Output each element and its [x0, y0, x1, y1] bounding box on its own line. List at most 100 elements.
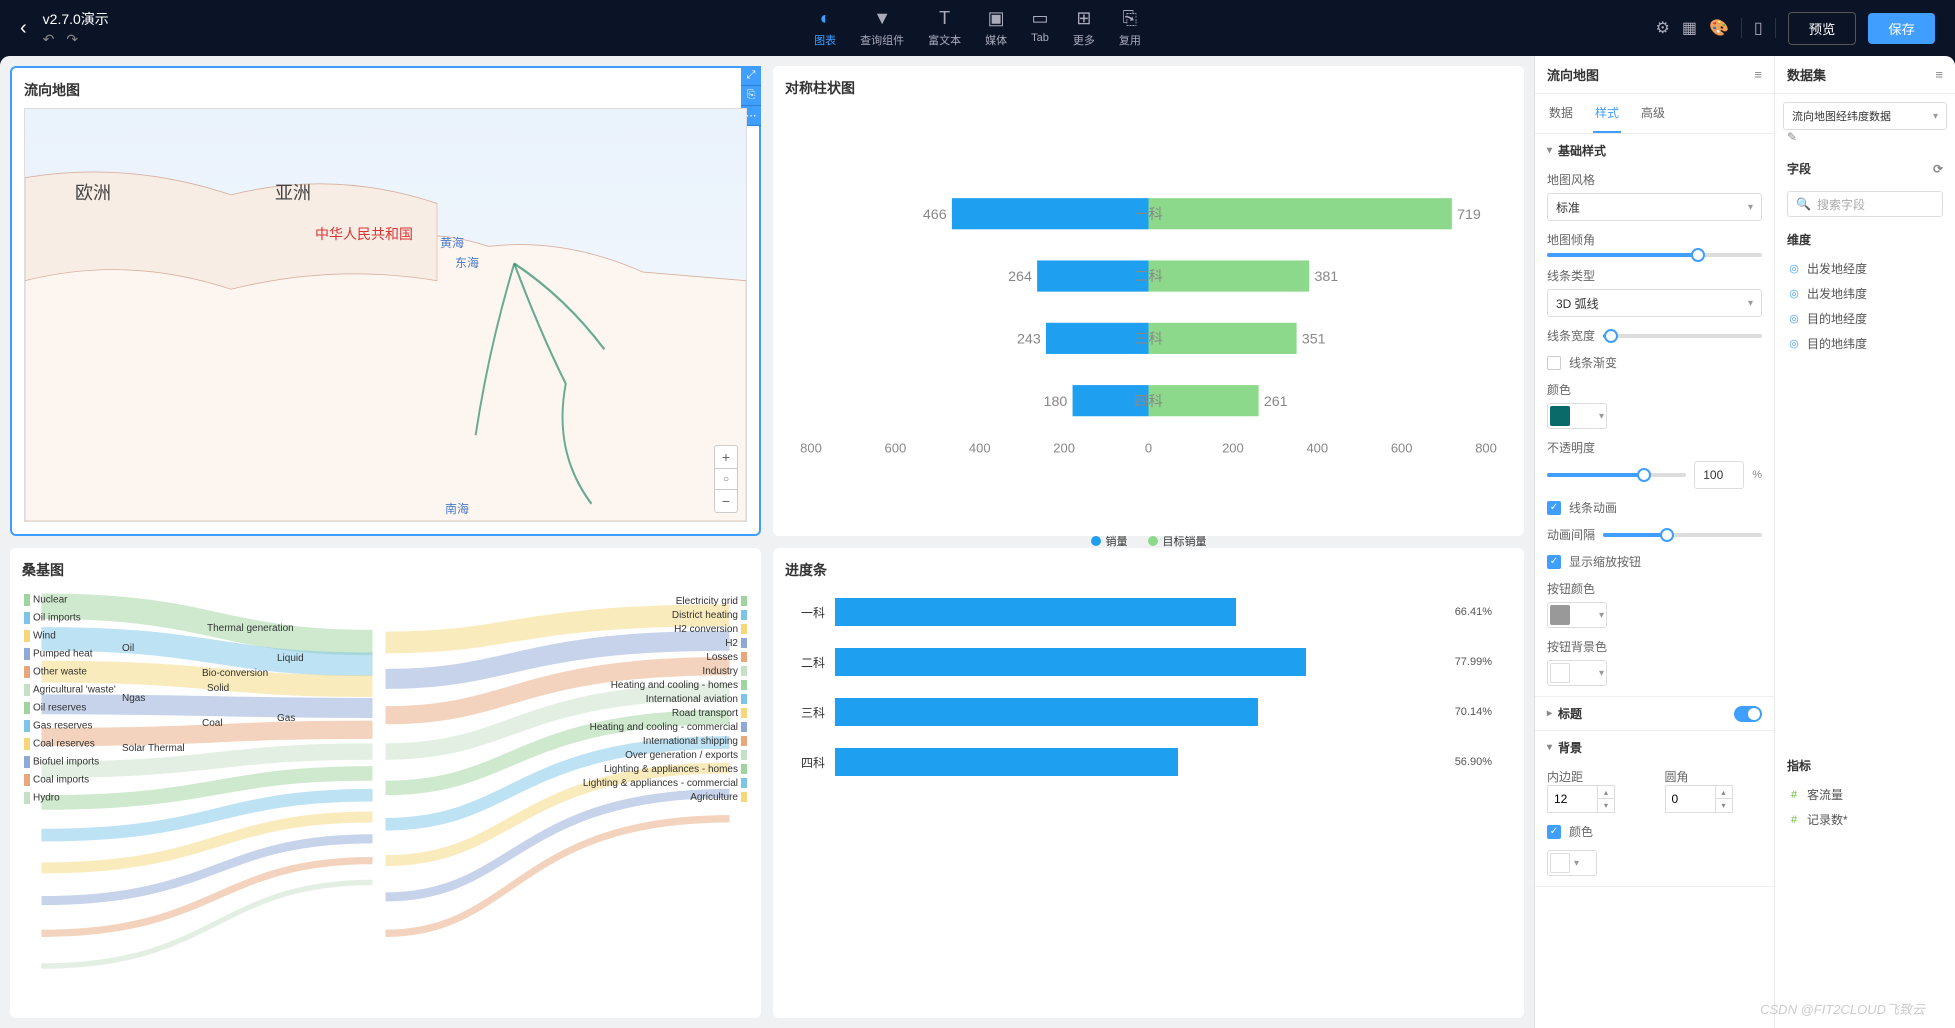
- tool-label: Tab: [1031, 32, 1049, 44]
- zoom-in-button[interactable]: +: [715, 446, 737, 468]
- label-padding: 内边距: [1547, 770, 1583, 784]
- panel-flow-map[interactable]: ⤢ ⎘ ⋯ 流向地图 欧洲 亚洲: [10, 66, 761, 536]
- sankey-node: Gas reserves: [24, 720, 92, 732]
- undo-icon[interactable]: ↶: [43, 31, 55, 48]
- map-label-asia: 亚洲: [275, 179, 311, 205]
- tab-advanced[interactable]: 高级: [1639, 94, 1667, 133]
- checkbox-bg-color[interactable]: ✓: [1547, 825, 1561, 839]
- chart-legend: 销量 目标销量: [785, 533, 1512, 549]
- tool-label: 更多: [1073, 32, 1095, 48]
- tool-图表[interactable]: ◐图表: [802, 4, 848, 52]
- select-map-style[interactable]: 标准▾: [1547, 193, 1762, 221]
- progress-value: 56.90%: [1455, 756, 1492, 768]
- svg-text:243: 243: [1017, 332, 1041, 348]
- progress-label: 四科: [785, 754, 825, 771]
- metric-field[interactable]: #记录数*: [1787, 811, 1943, 828]
- dimension-field[interactable]: ◎出发地经度: [1787, 260, 1943, 277]
- input-opacity[interactable]: 100: [1694, 461, 1744, 489]
- zoom-reset-button[interactable]: ○: [715, 468, 737, 490]
- color-picker-btn[interactable]: ▾: [1547, 602, 1607, 628]
- slider-map-pitch[interactable]: [1547, 253, 1762, 257]
- number-icon: #: [1787, 813, 1801, 827]
- menu-icon[interactable]: ≡: [1754, 67, 1762, 82]
- geo-icon: ◎: [1787, 337, 1801, 351]
- refresh-icon[interactable]: ⟳: [1933, 162, 1943, 176]
- label-line-type: 线条类型: [1547, 267, 1762, 284]
- select-dataset[interactable]: 流向地图经纬度数据▾: [1783, 102, 1947, 130]
- svg-text:一科: 一科: [1134, 206, 1163, 223]
- dataset-title: 数据集: [1787, 65, 1826, 84]
- expand-icon[interactable]: ⤢: [741, 66, 761, 86]
- tool-label: 富文本: [928, 32, 961, 48]
- section-basic-style[interactable]: ▾基础样式: [1535, 134, 1774, 167]
- map-canvas[interactable]: 欧洲 亚洲 中华人民共和国 黄海 东海 南海 + ○ −: [24, 108, 747, 522]
- save-button[interactable]: 保存: [1868, 13, 1935, 44]
- properties-panel: 流向地图 ≡ 数据 样式 高级 ▾基础样式 地图风格 标准▾: [1535, 56, 1775, 1028]
- svg-text:381: 381: [1314, 269, 1338, 285]
- color-picker-line[interactable]: ▾: [1547, 403, 1607, 429]
- search-icon: 🔍: [1796, 197, 1811, 211]
- svg-text:466: 466: [923, 207, 947, 223]
- divider: [1775, 18, 1776, 38]
- panel-progress[interactable]: 进度条 一科66.41%二科77.99%三科70.14%四科56.90%: [773, 548, 1524, 1018]
- tool-媒体[interactable]: ▣媒体: [973, 4, 1019, 52]
- section-title[interactable]: ▸标题: [1535, 697, 1774, 730]
- panel-sankey[interactable]: 桑基图 NuclearOil importsWindPumped heatOth…: [10, 548, 761, 1018]
- tab-data[interactable]: 数据: [1547, 94, 1575, 133]
- menu-icon[interactable]: ≡: [1935, 67, 1943, 82]
- svg-text:200: 200: [1222, 441, 1244, 456]
- dimension-field[interactable]: ◎目的地纬度: [1787, 335, 1943, 352]
- color-picker-bg[interactable]: ▾: [1547, 850, 1597, 876]
- settings-icon[interactable]: ⚙: [1655, 18, 1669, 38]
- dimension-field[interactable]: ◎出发地纬度: [1787, 285, 1943, 302]
- mobile-icon[interactable]: ▯: [1754, 18, 1763, 38]
- progress-bar: [835, 598, 1439, 626]
- toggle-title[interactable]: [1734, 706, 1762, 722]
- tab-style[interactable]: 样式: [1593, 94, 1621, 133]
- tool-复用[interactable]: ⎘复用: [1107, 4, 1153, 52]
- redo-icon[interactable]: ↷: [66, 31, 78, 48]
- sankey-node: Coal reserves: [24, 738, 95, 750]
- tool-icon: ⎘: [1123, 8, 1137, 28]
- section-background[interactable]: ▾背景: [1535, 731, 1774, 764]
- slider-opacity[interactable]: [1547, 473, 1686, 477]
- slider-line-width[interactable]: [1603, 334, 1762, 338]
- map-label-east-sea: 东海: [455, 254, 479, 271]
- search-input[interactable]: 🔍搜索字段: [1787, 191, 1943, 217]
- checkbox-show-zoom[interactable]: ✓: [1547, 555, 1561, 569]
- grid-icon[interactable]: ▦: [1682, 18, 1697, 38]
- dimension-field[interactable]: ◎目的地经度: [1787, 310, 1943, 327]
- back-button[interactable]: ‹: [20, 17, 27, 40]
- theme-icon[interactable]: 🎨: [1709, 18, 1729, 38]
- sankey-node: Lighting & appliances - commercial: [583, 778, 747, 789]
- tool-查询组件[interactable]: ▼查询组件: [848, 4, 916, 52]
- topbar: ‹ v2.7.0演示 ↶ ↷ ◐图表▼查询组件T富文本▣媒体▭Tab⊞更多⎘复用…: [0, 0, 1955, 56]
- zoom-out-button[interactable]: −: [715, 490, 737, 512]
- select-line-type[interactable]: 3D 弧线▾: [1547, 289, 1762, 317]
- color-picker-btn-bg[interactable]: ▾: [1547, 660, 1607, 686]
- sankey-node: Oil imports: [24, 612, 81, 624]
- stepper-radius[interactable]: ▴▾: [1665, 785, 1763, 813]
- checkbox-line-gradient[interactable]: [1547, 356, 1561, 370]
- svg-text:264: 264: [1008, 269, 1032, 285]
- tool-Tab[interactable]: ▭Tab: [1019, 4, 1061, 52]
- checkbox-line-anim[interactable]: ✓: [1547, 501, 1561, 515]
- metric-field[interactable]: #客流量: [1787, 786, 1943, 803]
- svg-text:800: 800: [800, 441, 822, 456]
- tool-富文本[interactable]: T富文本: [916, 4, 973, 52]
- sankey-node: International shipping: [643, 736, 747, 747]
- stepper-padding[interactable]: ▴▾: [1547, 785, 1645, 813]
- svg-text:二科: 二科: [1134, 268, 1163, 285]
- map-label-europe: 欧洲: [75, 179, 111, 205]
- svg-text:400: 400: [1306, 441, 1328, 456]
- metrics-label: 指标: [1787, 757, 1811, 774]
- slider-anim-interval[interactable]: [1603, 533, 1762, 537]
- copy-icon[interactable]: ⎘: [741, 86, 761, 106]
- sankey-node: H2 conversion: [674, 624, 747, 635]
- edit-icon[interactable]: ✎: [1787, 130, 1797, 144]
- progress-bar: [835, 698, 1439, 726]
- tool-更多[interactable]: ⊞更多: [1061, 4, 1107, 52]
- divider: [1741, 18, 1742, 38]
- panel-bar-chart[interactable]: 对称柱状图 466719一科264381二科243351三科180261四科80…: [773, 66, 1524, 536]
- preview-button[interactable]: 预览: [1788, 12, 1857, 45]
